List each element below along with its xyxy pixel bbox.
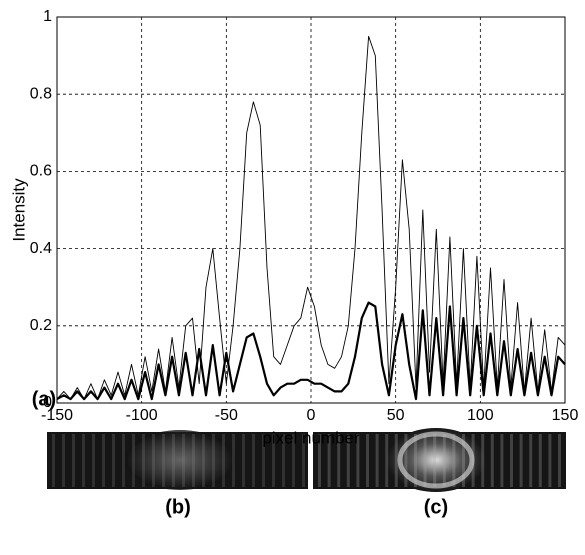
images — [47, 428, 566, 492]
x-tick-label: -100 — [126, 407, 158, 424]
fringe — [462, 434, 465, 487]
fringe — [152, 434, 155, 487]
fringe — [192, 434, 195, 487]
x-tick-label: -50 — [215, 407, 238, 424]
fringe — [414, 434, 417, 487]
fringe — [102, 434, 105, 487]
y-tick-label: 1 — [43, 8, 52, 25]
fringe — [490, 434, 494, 487]
fringe — [162, 434, 165, 487]
y-axis-label: Intensity — [9, 178, 28, 242]
series-line — [56, 301, 566, 401]
y-tick-label: 0.6 — [30, 163, 52, 180]
plot-frame — [56, 16, 566, 404]
fringe — [423, 434, 427, 487]
fringe — [252, 434, 255, 487]
fringe — [262, 434, 265, 487]
series-line — [56, 35, 566, 400]
x-tick-label: 0 — [307, 407, 316, 424]
fringe — [346, 434, 350, 487]
fringe — [318, 434, 321, 487]
fringe — [242, 434, 245, 487]
ring — [397, 431, 475, 489]
fringe — [500, 434, 504, 487]
x-tick-label: 50 — [387, 407, 405, 424]
fringe — [122, 434, 125, 487]
fringe — [52, 434, 55, 487]
fringe — [292, 434, 295, 487]
fringe — [519, 434, 523, 487]
fringe — [481, 434, 485, 487]
fringe — [548, 434, 552, 487]
y-tick-label: 0.8 — [30, 85, 52, 102]
fringe — [452, 434, 456, 487]
fringe — [132, 434, 135, 487]
y-tick-label: 0.2 — [30, 317, 52, 334]
fringe — [302, 434, 305, 487]
fringe — [222, 434, 225, 487]
panel-label: (a) — [32, 388, 56, 410]
fringe — [529, 434, 533, 487]
fringe — [327, 434, 331, 487]
panel-label: (b) — [165, 496, 191, 518]
fringe — [92, 434, 95, 487]
fringe — [72, 434, 75, 487]
fringe — [82, 434, 85, 487]
fringe — [510, 434, 513, 487]
fringe — [375, 434, 379, 487]
fringe — [202, 434, 205, 487]
y-tick-label: 0.4 — [30, 240, 52, 257]
fringe — [182, 434, 185, 487]
x-tick-label: 100 — [467, 407, 494, 424]
fringe — [62, 434, 65, 487]
fringe — [142, 434, 145, 487]
fringe — [212, 434, 215, 487]
panel-label: (c) — [424, 496, 448, 518]
fringe — [442, 434, 446, 487]
fringe — [558, 434, 561, 487]
fringe — [433, 434, 437, 487]
image-b-glow — [125, 430, 235, 490]
fringe — [385, 434, 389, 487]
fringe — [272, 434, 275, 487]
fringe — [404, 434, 408, 487]
fringe — [356, 434, 360, 487]
fringe — [337, 434, 341, 487]
fringe — [282, 434, 285, 487]
fringe — [112, 434, 115, 487]
x-tick-label: 150 — [552, 407, 579, 424]
fringe — [366, 434, 369, 487]
fringe — [232, 434, 235, 487]
x-tick-label: -150 — [41, 407, 73, 424]
x-axis-label: pixel number — [262, 428, 360, 447]
fringe — [172, 434, 175, 487]
y-tick-label: 0 — [43, 394, 52, 411]
fringe — [538, 434, 542, 487]
fringe — [394, 434, 398, 487]
